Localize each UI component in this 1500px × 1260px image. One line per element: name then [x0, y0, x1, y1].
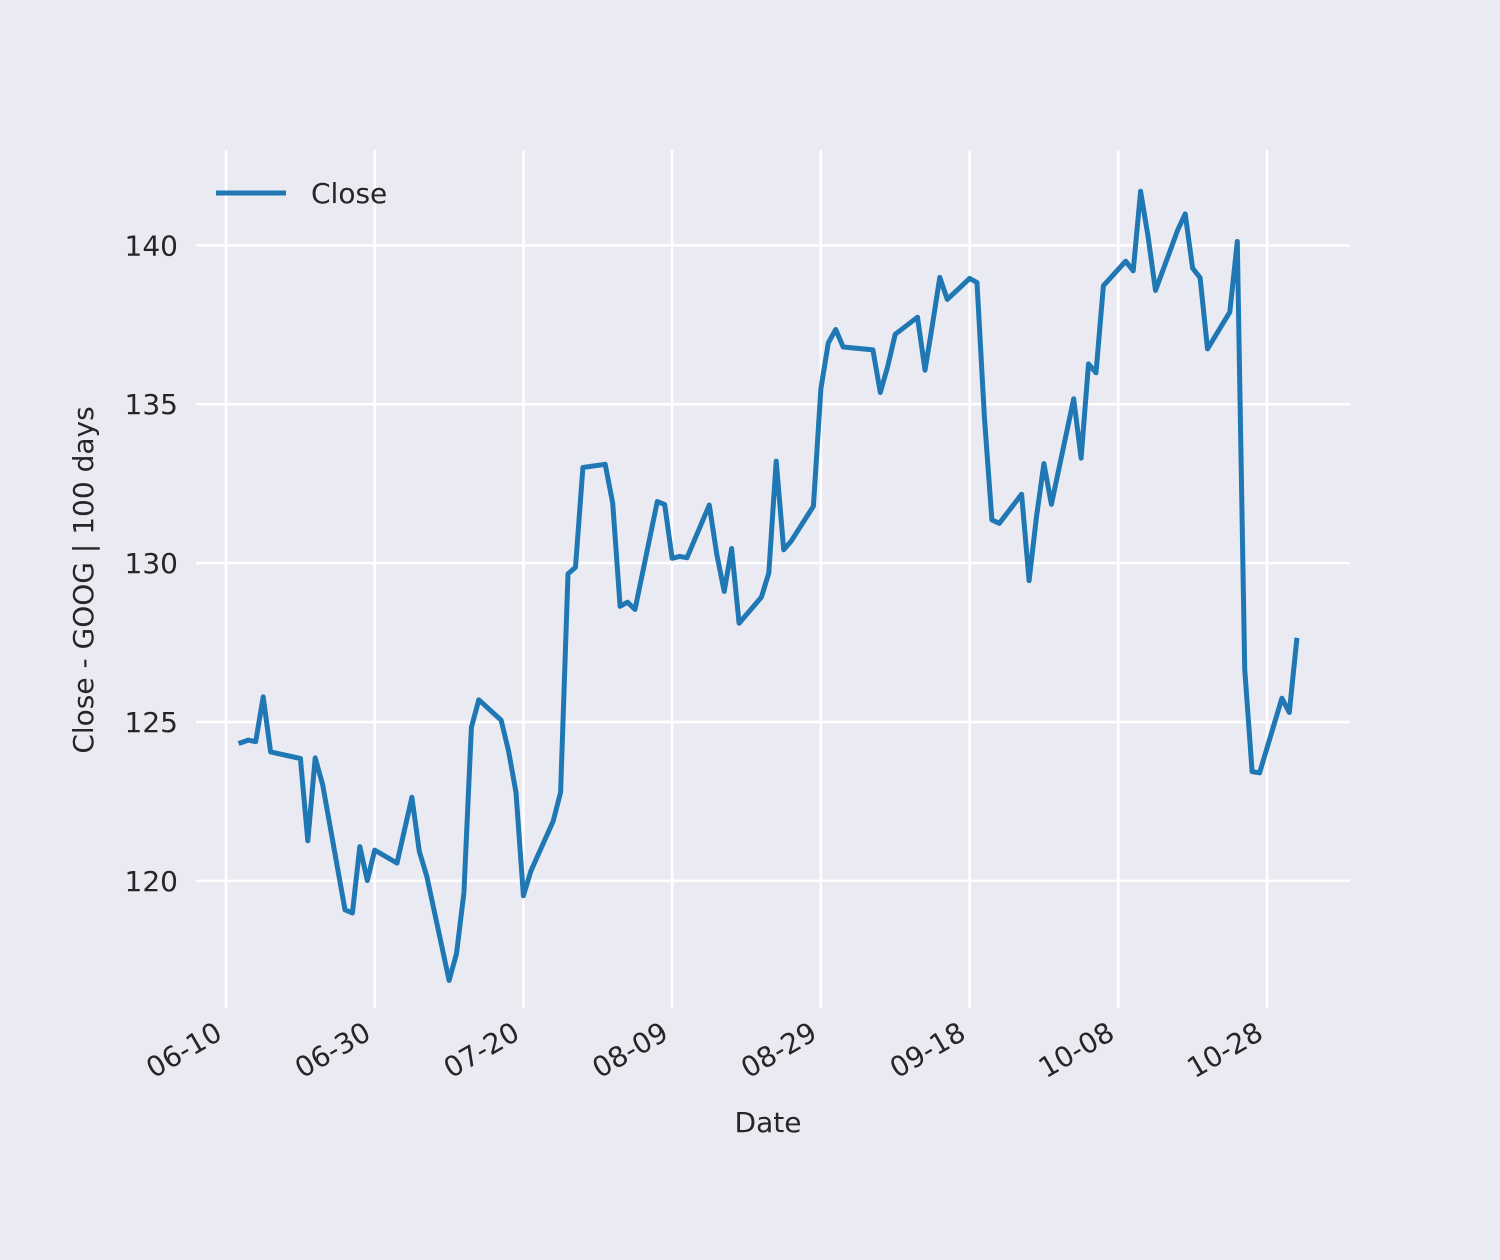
- x-axis-label: Date: [735, 1106, 802, 1139]
- x-tick-label: 08-09: [587, 1015, 674, 1084]
- legend-label-close: Close: [311, 177, 387, 210]
- y-tick-label: 130: [125, 547, 178, 580]
- y-tick-label: 120: [125, 865, 178, 898]
- y-tick-label: 140: [125, 229, 178, 262]
- y-tick-labels: 120 125 130 135 140: [125, 229, 178, 898]
- x-tick-labels: 06-10 06-30 07-20 08-09 08-29 09-18 10-08 10-28: [141, 1015, 1269, 1084]
- y-tick-label: 125: [125, 706, 178, 739]
- x-tick-label: 10-08: [1033, 1015, 1120, 1084]
- x-tick-label: 07-20: [438, 1015, 525, 1084]
- x-tick-label: 06-10: [141, 1015, 228, 1084]
- series-layer: [237, 188, 1300, 983]
- legend: Close: [216, 177, 387, 210]
- x-tick-label: 09-18: [884, 1015, 971, 1084]
- y-axis-label: Close - GOOG | 100 days: [67, 406, 100, 753]
- series-line-close: [237, 188, 1300, 983]
- x-tick-label: 06-30: [289, 1015, 376, 1084]
- x-tick-label: 10-28: [1182, 1015, 1269, 1084]
- y-tick-label: 135: [125, 388, 178, 421]
- x-tick-label: 08-29: [735, 1015, 822, 1084]
- grid-lines: [196, 150, 1350, 1008]
